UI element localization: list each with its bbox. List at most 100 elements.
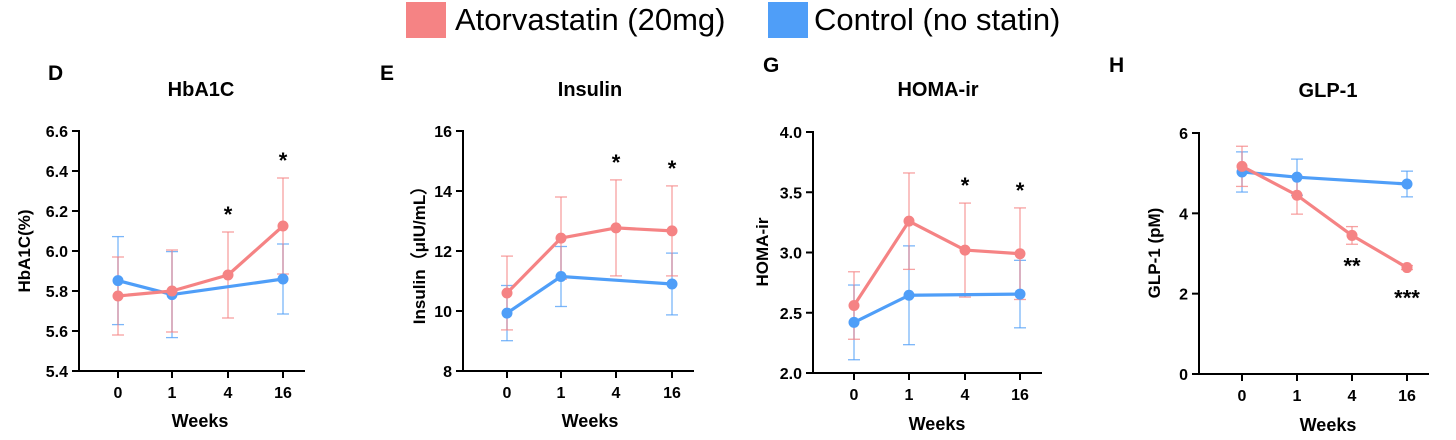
x-tick-label: 4 bbox=[961, 387, 970, 404]
chart-title: HOMA-ir bbox=[897, 79, 978, 101]
legend-swatch-atorvastatin bbox=[406, 2, 446, 38]
data-point-control bbox=[1291, 171, 1303, 183]
x-tick-label: 16 bbox=[1011, 387, 1029, 404]
y-tick-label: 6.2 bbox=[46, 204, 68, 221]
series-line-atorvastatin bbox=[1241, 164, 1408, 269]
data-point-control bbox=[277, 273, 289, 285]
y-tick-label: 0 bbox=[1179, 367, 1188, 384]
y-tick-label: 5.4 bbox=[46, 364, 68, 381]
data-point-control bbox=[666, 278, 678, 290]
significance-marker: ** bbox=[1343, 253, 1361, 278]
y-tick-label: 2 bbox=[1179, 287, 1188, 304]
data-point-control bbox=[501, 307, 513, 319]
data-point-atorvastatin bbox=[1401, 262, 1413, 274]
significance-marker: * bbox=[279, 148, 288, 173]
panel-letter: E bbox=[380, 62, 394, 85]
data-point-atorvastatin bbox=[848, 300, 860, 312]
series-line-control bbox=[853, 292, 1021, 324]
data-point-control bbox=[1401, 178, 1413, 190]
y-axis-label: Insulin（μIU/mL） bbox=[409, 178, 429, 324]
y-tick-label: 3.5 bbox=[780, 185, 802, 202]
data-point-atorvastatin bbox=[1236, 160, 1248, 172]
x-tick-label: 1 bbox=[1293, 388, 1302, 405]
chart-legend: Atorvastatin (20mg) Control (no statin) bbox=[0, 0, 1456, 42]
chart-panel-g: G HOMA-ir 2.0 2.5 3.0 3.5 4.0 0 1 4 16 Weeks HOMA-ir… bbox=[753, 54, 1042, 434]
x-tick-label: 1 bbox=[905, 387, 914, 404]
data-point-atorvastatin bbox=[903, 215, 915, 227]
chart-title: HbA1C bbox=[168, 79, 235, 101]
y-axis-label: GLP-1 (pM) bbox=[1145, 208, 1164, 299]
chart-title: GLP-1 bbox=[1299, 80, 1358, 102]
legend-label-control: Control (no statin) bbox=[814, 2, 1061, 37]
x-tick-label: 0 bbox=[503, 385, 512, 402]
x-tick-label: 0 bbox=[850, 387, 859, 404]
y-axis-label: HOMA-ir bbox=[753, 217, 772, 286]
data-point-atorvastatin bbox=[555, 232, 567, 244]
x-tick-label: 16 bbox=[274, 385, 292, 402]
y-tick-label: 2.5 bbox=[780, 306, 802, 323]
y-tick-label: 4 bbox=[1179, 206, 1188, 223]
x-tick-label: 16 bbox=[1398, 388, 1416, 405]
y-tick-label: 10 bbox=[434, 304, 452, 321]
y-tick-label: 5.8 bbox=[46, 284, 68, 301]
x-axis-label: Weeks bbox=[909, 414, 966, 434]
y-tick-label: 16 bbox=[434, 124, 452, 141]
data-point-atorvastatin bbox=[277, 220, 289, 232]
data-point-atorvastatin bbox=[959, 244, 971, 256]
x-tick-label: 4 bbox=[224, 385, 233, 402]
y-tick-label: 6 bbox=[1179, 126, 1188, 143]
data-point-atorvastatin bbox=[112, 290, 124, 302]
x-tick-label: 4 bbox=[612, 385, 621, 402]
panel-letter: D bbox=[48, 62, 63, 85]
panel-letter: H bbox=[1109, 54, 1124, 77]
x-tick-label: 1 bbox=[557, 385, 566, 402]
data-point-control bbox=[1014, 288, 1026, 300]
significance-marker: * bbox=[961, 173, 970, 198]
y-tick-label: 14 bbox=[434, 184, 452, 201]
significance-marker: * bbox=[224, 202, 233, 227]
y-tick-label: 6.0 bbox=[46, 244, 68, 261]
panel-letter: G bbox=[763, 54, 779, 77]
series-line-control bbox=[506, 274, 673, 315]
legend-label-atorvastatin: Atorvastatin (20mg) bbox=[455, 2, 726, 37]
y-tick-label: 4.0 bbox=[780, 125, 802, 142]
y-tick-label: 3.0 bbox=[780, 246, 802, 263]
y-tick-label: 6.6 bbox=[46, 124, 68, 141]
x-axis-label: Weeks bbox=[562, 411, 619, 431]
chart-panel-d: D HbA1C 5.4 5.6 5.8 6.0 6.2 6.4 6.6 0 1 4 16 Weeks HbA… bbox=[15, 62, 305, 431]
x-tick-label: 1 bbox=[168, 385, 177, 402]
data-point-atorvastatin bbox=[1014, 248, 1026, 260]
y-tick-label: 5.6 bbox=[46, 324, 68, 341]
x-tick-label: 0 bbox=[114, 385, 123, 402]
data-point-control bbox=[903, 289, 915, 301]
series-line-atorvastatin bbox=[505, 226, 673, 295]
significance-marker: * bbox=[1016, 178, 1025, 203]
x-axis-label: Weeks bbox=[172, 411, 229, 431]
significance-marker: * bbox=[668, 156, 677, 181]
significance-marker: * bbox=[612, 150, 621, 175]
series-line-atorvastatin bbox=[117, 224, 285, 298]
y-axis-label: HbA1C(%) bbox=[15, 209, 34, 292]
data-point-atorvastatin bbox=[222, 269, 234, 281]
data-point-atorvastatin bbox=[501, 287, 513, 299]
y-tick-label: 2.0 bbox=[780, 366, 802, 383]
significance-marker: *** bbox=[1394, 286, 1420, 311]
chart-title: Insulin bbox=[558, 79, 622, 101]
data-point-control bbox=[112, 275, 124, 287]
series-line-atorvastatin bbox=[852, 219, 1021, 307]
x-tick-label: 0 bbox=[1238, 388, 1247, 405]
x-tick-label: 16 bbox=[663, 385, 681, 402]
y-tick-label: 6.4 bbox=[46, 164, 68, 181]
data-point-atorvastatin bbox=[666, 225, 678, 237]
x-axis-label: Weeks bbox=[1300, 415, 1357, 435]
data-point-control bbox=[555, 271, 567, 282]
y-tick-label: 12 bbox=[434, 244, 452, 261]
y-tick-label: 8 bbox=[443, 364, 452, 381]
data-point-atorvastatin bbox=[166, 285, 178, 297]
data-point-atorvastatin bbox=[1291, 189, 1303, 201]
data-point-atorvastatin bbox=[610, 222, 622, 234]
legend-swatch-control bbox=[768, 2, 808, 38]
